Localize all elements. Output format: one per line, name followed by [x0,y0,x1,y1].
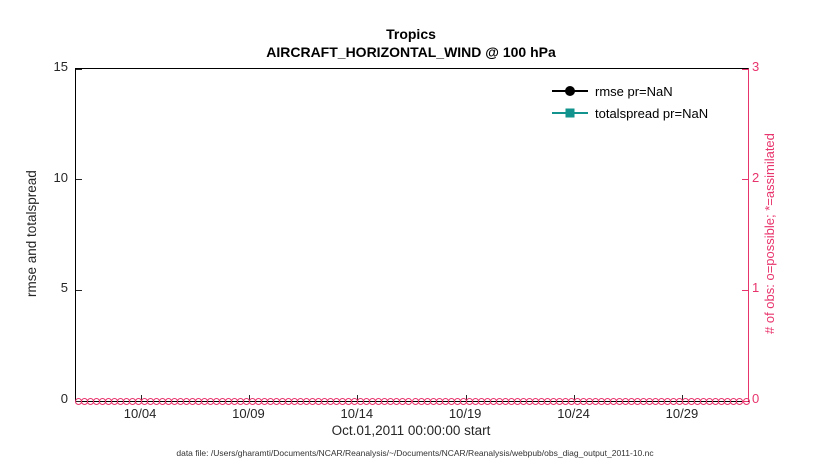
legend-label-totalspread: totalspread pr=NaN [595,105,709,121]
y-right-tick-mark [742,179,748,181]
x-tick-label: 10/14 [340,406,374,421]
y-left-tick-label: 10 [53,169,68,185]
y-left-tick-mark [76,179,82,181]
x-tick-label: 10/19 [448,406,482,421]
y-right-tick-label: 1 [752,280,760,296]
y-right-tick-label: 2 [752,169,760,185]
data-file-caption: data file: /Users/gharamti/Documents/NCA… [176,448,654,458]
y-left-tick-label: 15 [53,59,68,74]
y-left-tick-mark [76,68,82,70]
legend-item-totalspread: totalspread pr=NaN [552,102,708,124]
legend-label-rmse: rmse pr=NaN [595,83,673,99]
left-axis-label: rmse and totalspread [24,170,39,298]
x-tick-label: 10/04 [123,406,157,421]
totalspread-square-marker-icon [565,108,575,118]
x-tick-label: 10/29 [665,406,699,421]
obs-possible-marker [742,397,750,405]
x-tick-label: 10/09 [232,406,265,421]
y-left-tick-mark [76,289,82,291]
y-right-tick-label: 3 [752,59,760,74]
rmse-circle-marker-icon [565,86,575,96]
legend-item-rmse: rmse pr=NaN [552,80,708,102]
legend: rmse pr=NaN totalspread pr=NaN [552,80,708,124]
y-left-tick-label: 0 [60,391,68,406]
plot-area [74,68,750,405]
y-left-tick-label: 5 [60,280,68,296]
plot-subtitle: AIRCRAFT_HORIZONTAL_WIND @ 100 hPa [266,44,556,60]
plot-title: Tropics [386,26,436,42]
y-right-tick-label: 0 [752,391,760,406]
right-axis-label: # of obs: o=possible; *=assimilated [762,133,777,335]
x-axis-label: Oct.01,2011 00:00:00 start [331,423,491,438]
y-right-tick-mark [742,68,748,70]
y-right-tick-mark [742,289,748,291]
rmse-line-sample [552,86,588,96]
x-tick-label: 10/24 [557,406,590,421]
x-tick-mark [140,395,142,401]
totalspread-line-sample [552,108,588,118]
